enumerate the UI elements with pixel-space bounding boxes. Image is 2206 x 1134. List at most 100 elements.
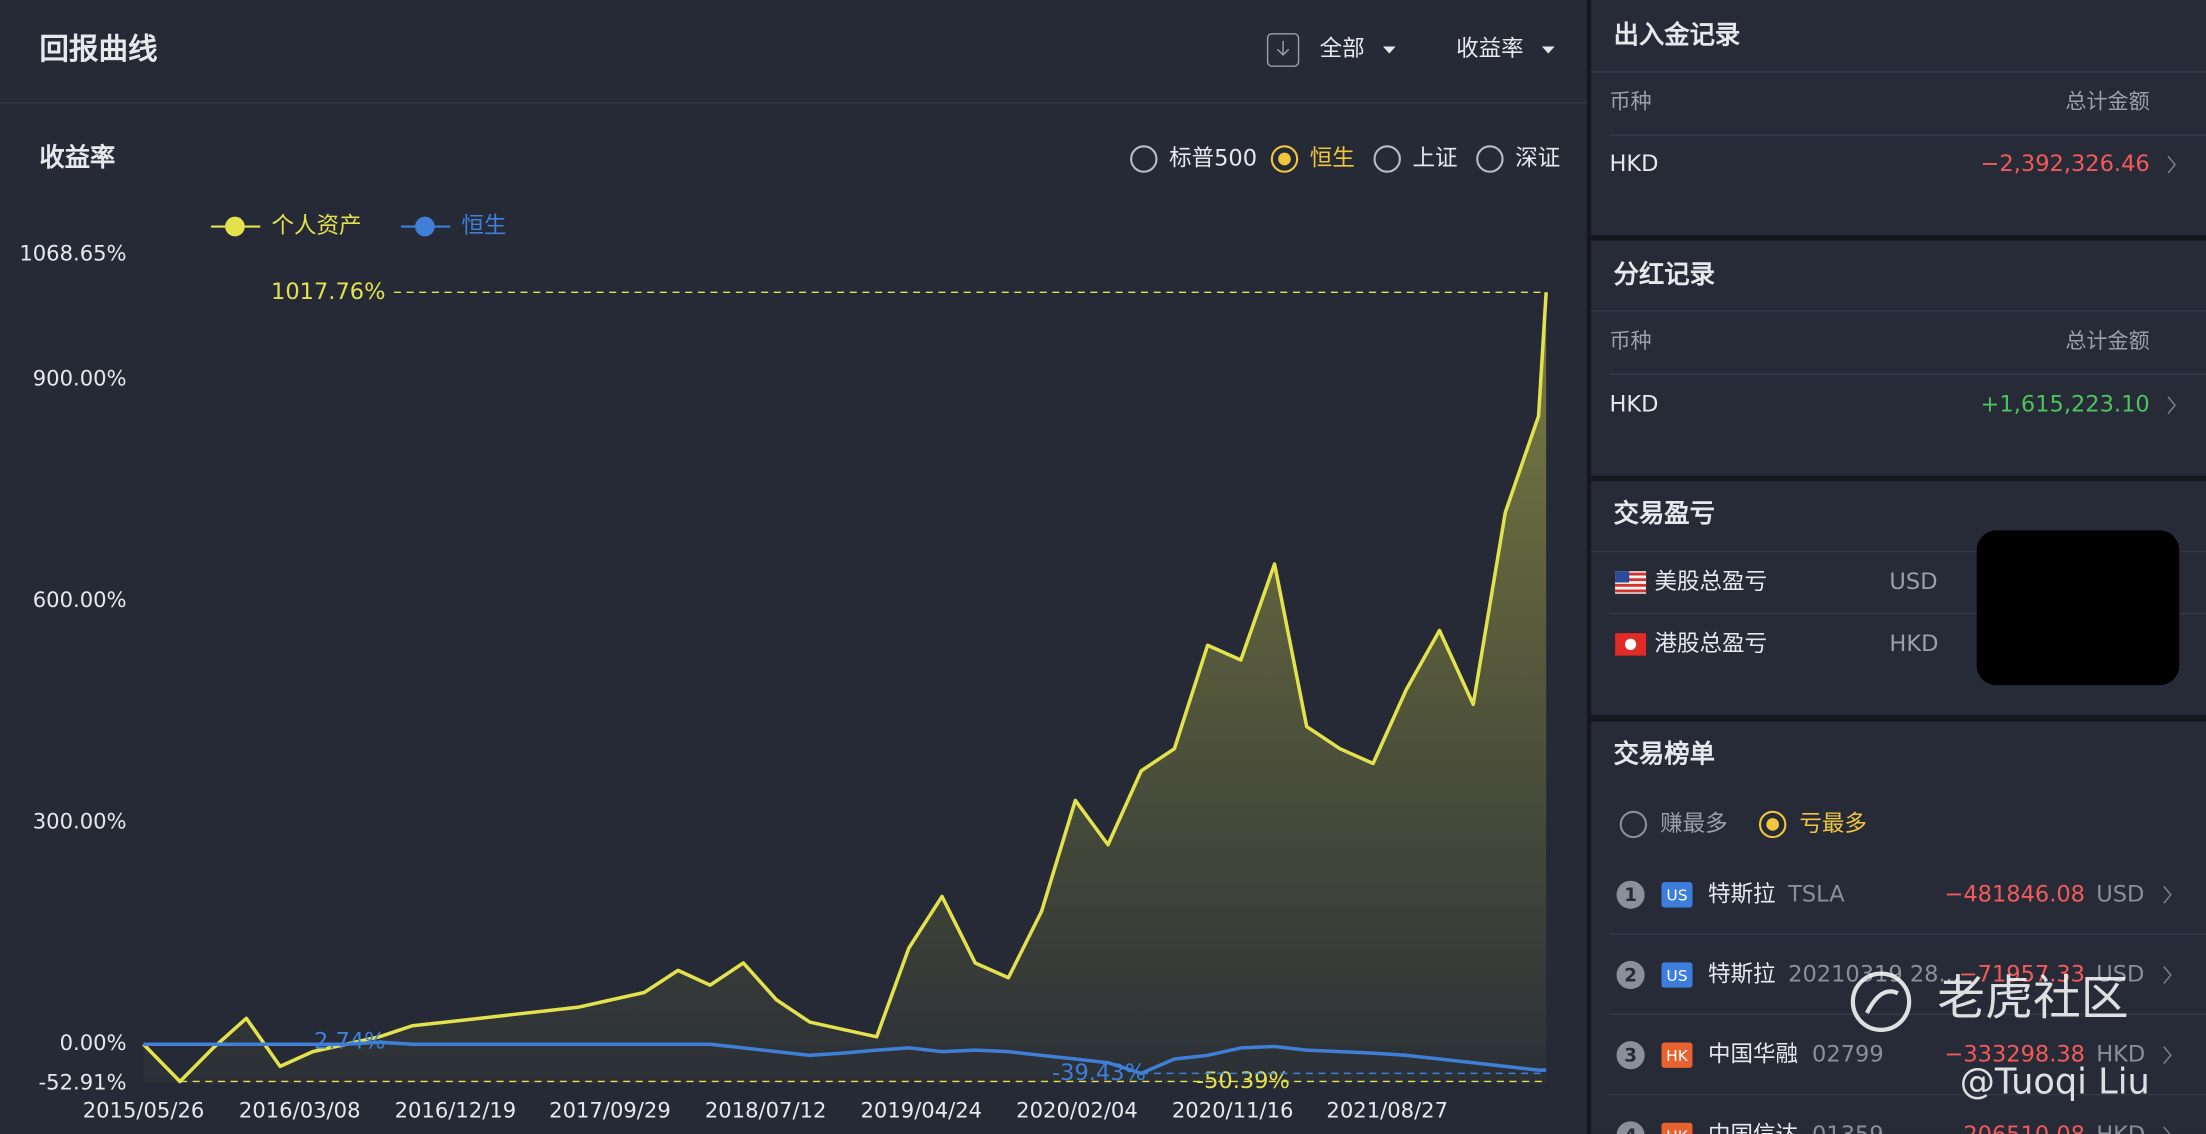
export-arrow [1276, 40, 1290, 56]
stock-name: 特斯拉 [1708, 961, 1776, 987]
rank-badge [1616, 960, 1645, 990]
currency: HKD [2096, 1122, 2145, 1134]
legend-label: 恒生 [461, 213, 506, 239]
watermark: 老虎社区 @Tuoqi Liu [1850, 971, 2150, 1102]
x-tick-label: 2016/03/08 [239, 1097, 361, 1122]
column-header: 币种 [1609, 89, 1651, 114]
section-title: 分红记录 [1614, 259, 1715, 289]
legend-dot [225, 216, 245, 237]
y-tick-label: 600.00% [33, 587, 127, 612]
stock-code: 02799 [1812, 1042, 1884, 1068]
radio-label: 恒生 [1310, 146, 1355, 172]
stock-name: 特斯拉 [1708, 881, 1776, 907]
column-header: 币种 [1609, 328, 1651, 353]
stock-name: 中国华融 [1708, 1042, 1798, 1068]
x-tick-label: 2016/12/19 [395, 1097, 517, 1122]
y-tick-label: -52.91% [39, 1069, 127, 1094]
currency: HKD [2096, 1042, 2145, 1068]
pnl-currency: USD [1889, 569, 1937, 595]
annotation-label: -39.43% [1052, 1060, 1146, 1086]
market-code: HK [1666, 1127, 1689, 1134]
chevron [2163, 885, 2172, 904]
y-tick-label: 900.00% [33, 365, 127, 390]
fund-flow-row[interactable]: HKD −2,392,326.46 [1609, 151, 2176, 177]
ranking-row[interactable]: 3 HK 中国华融 02799 −333298.38 HKD [1616, 1041, 2172, 1070]
metric-dropdown[interactable]: 收益率 [1456, 36, 1555, 62]
pnl-label: 港股总盈亏 [1655, 631, 1768, 657]
legend-dot [415, 216, 435, 237]
radio-label: 深证 [1515, 146, 1560, 172]
watermark-brand: 老虎社区 [1937, 972, 2128, 1027]
currency: USD [2096, 881, 2144, 907]
benchmark-radio[interactable]: 标普500 [1130, 145, 1257, 173]
dropdown-caret [1382, 46, 1396, 54]
ranking-tab[interactable]: 赚最多 [1619, 810, 1728, 839]
range-dropdown[interactable]: 全部 [1320, 36, 1396, 62]
rank-number: 4 [1624, 1126, 1637, 1134]
watermark-user: @Tuoqi Liu [1960, 1061, 2150, 1102]
market-badge [1661, 1122, 1693, 1134]
radio-circle [1130, 145, 1158, 173]
y-tick-label: 300.00% [33, 809, 127, 834]
market-code: US [1666, 967, 1687, 985]
ranking-row[interactable]: 4 HK 中国信达 01359 −206510.08 HKD [1616, 1121, 2171, 1134]
radio-circle [1758, 810, 1787, 839]
x-tick-label: 2015/05/26 [83, 1097, 205, 1122]
export-icon[interactable] [1266, 33, 1300, 67]
ranking-row[interactable]: 2 US 特斯拉 20210319 28...−71957.33 USD [1616, 960, 2172, 990]
hk-flag [1615, 633, 1647, 656]
benchmark-radio[interactable]: 深证 [1476, 145, 1560, 173]
section-title: 交易榜单 [1614, 739, 1715, 769]
rank-number: 2 [1624, 965, 1637, 986]
ranking-row[interactable]: 1 US 特斯拉 TSLA −481846.08 USD [1616, 880, 2172, 909]
annotation-label: 1017.76% [271, 279, 385, 305]
radio-label: 赚最多 [1660, 811, 1728, 837]
x-tick-label: 2018/07/12 [705, 1097, 827, 1122]
amount: −2,392,326.46 [1981, 151, 2150, 177]
market-badge [1661, 962, 1693, 988]
currency: USD [2096, 961, 2144, 987]
dividend-row[interactable]: HKD +1,615,223.10 [1609, 392, 2176, 418]
benchmark-radio[interactable]: 恒生 [1270, 145, 1355, 173]
series-line [142, 292, 1548, 1084]
rank-badge [1616, 1121, 1645, 1134]
radio-circle [1619, 810, 1648, 839]
market-code: US [1666, 887, 1687, 905]
dropdown-label: 收益率 [1456, 36, 1524, 62]
section-gap [1591, 714, 2206, 722]
legend-label: 个人资产 [272, 213, 362, 239]
chart-title: 收益率 [39, 142, 115, 172]
series-line [143, 1040, 1547, 1076]
chevron [2163, 1126, 2171, 1134]
radio-circle [1373, 145, 1401, 173]
rank-number: 1 [1624, 885, 1637, 906]
amount: −333298.38 [1944, 1042, 2085, 1068]
radio-label: 标普500 [1169, 146, 1257, 172]
radio-label: 上证 [1413, 146, 1458, 172]
annotation-label: -50.39% [1196, 1068, 1290, 1094]
market-code: HK [1666, 1047, 1689, 1065]
radio-label: 亏最多 [1799, 811, 1867, 837]
x-tick-label: 2020/11/16 [1172, 1097, 1294, 1122]
rank-badge [1616, 1041, 1645, 1070]
rank-badge [1616, 880, 1645, 909]
stock-name: 中国信达 [1708, 1122, 1798, 1134]
ranking-tab[interactable]: 亏最多 [1758, 810, 1867, 839]
column-header: 总计金额 [2065, 328, 2149, 353]
rank-number: 3 [1624, 1046, 1637, 1067]
section-gap [1591, 234, 2206, 241]
benchmark-radio[interactable]: 上证 [1373, 145, 1458, 173]
watermark-logo [1865, 989, 1899, 1014]
us-flag [1615, 571, 1647, 594]
y-tick-label: 1068.65% [19, 241, 126, 266]
dropdown-caret [1541, 46, 1555, 54]
x-tick-label: 2019/04/24 [861, 1097, 983, 1122]
section-title: 交易盈亏 [1614, 498, 1715, 528]
divider [1586, 0, 1592, 1134]
x-tick-label: 2021/08/27 [1326, 1097, 1448, 1122]
chevron [2163, 1046, 2172, 1065]
chevron [2167, 155, 2176, 174]
